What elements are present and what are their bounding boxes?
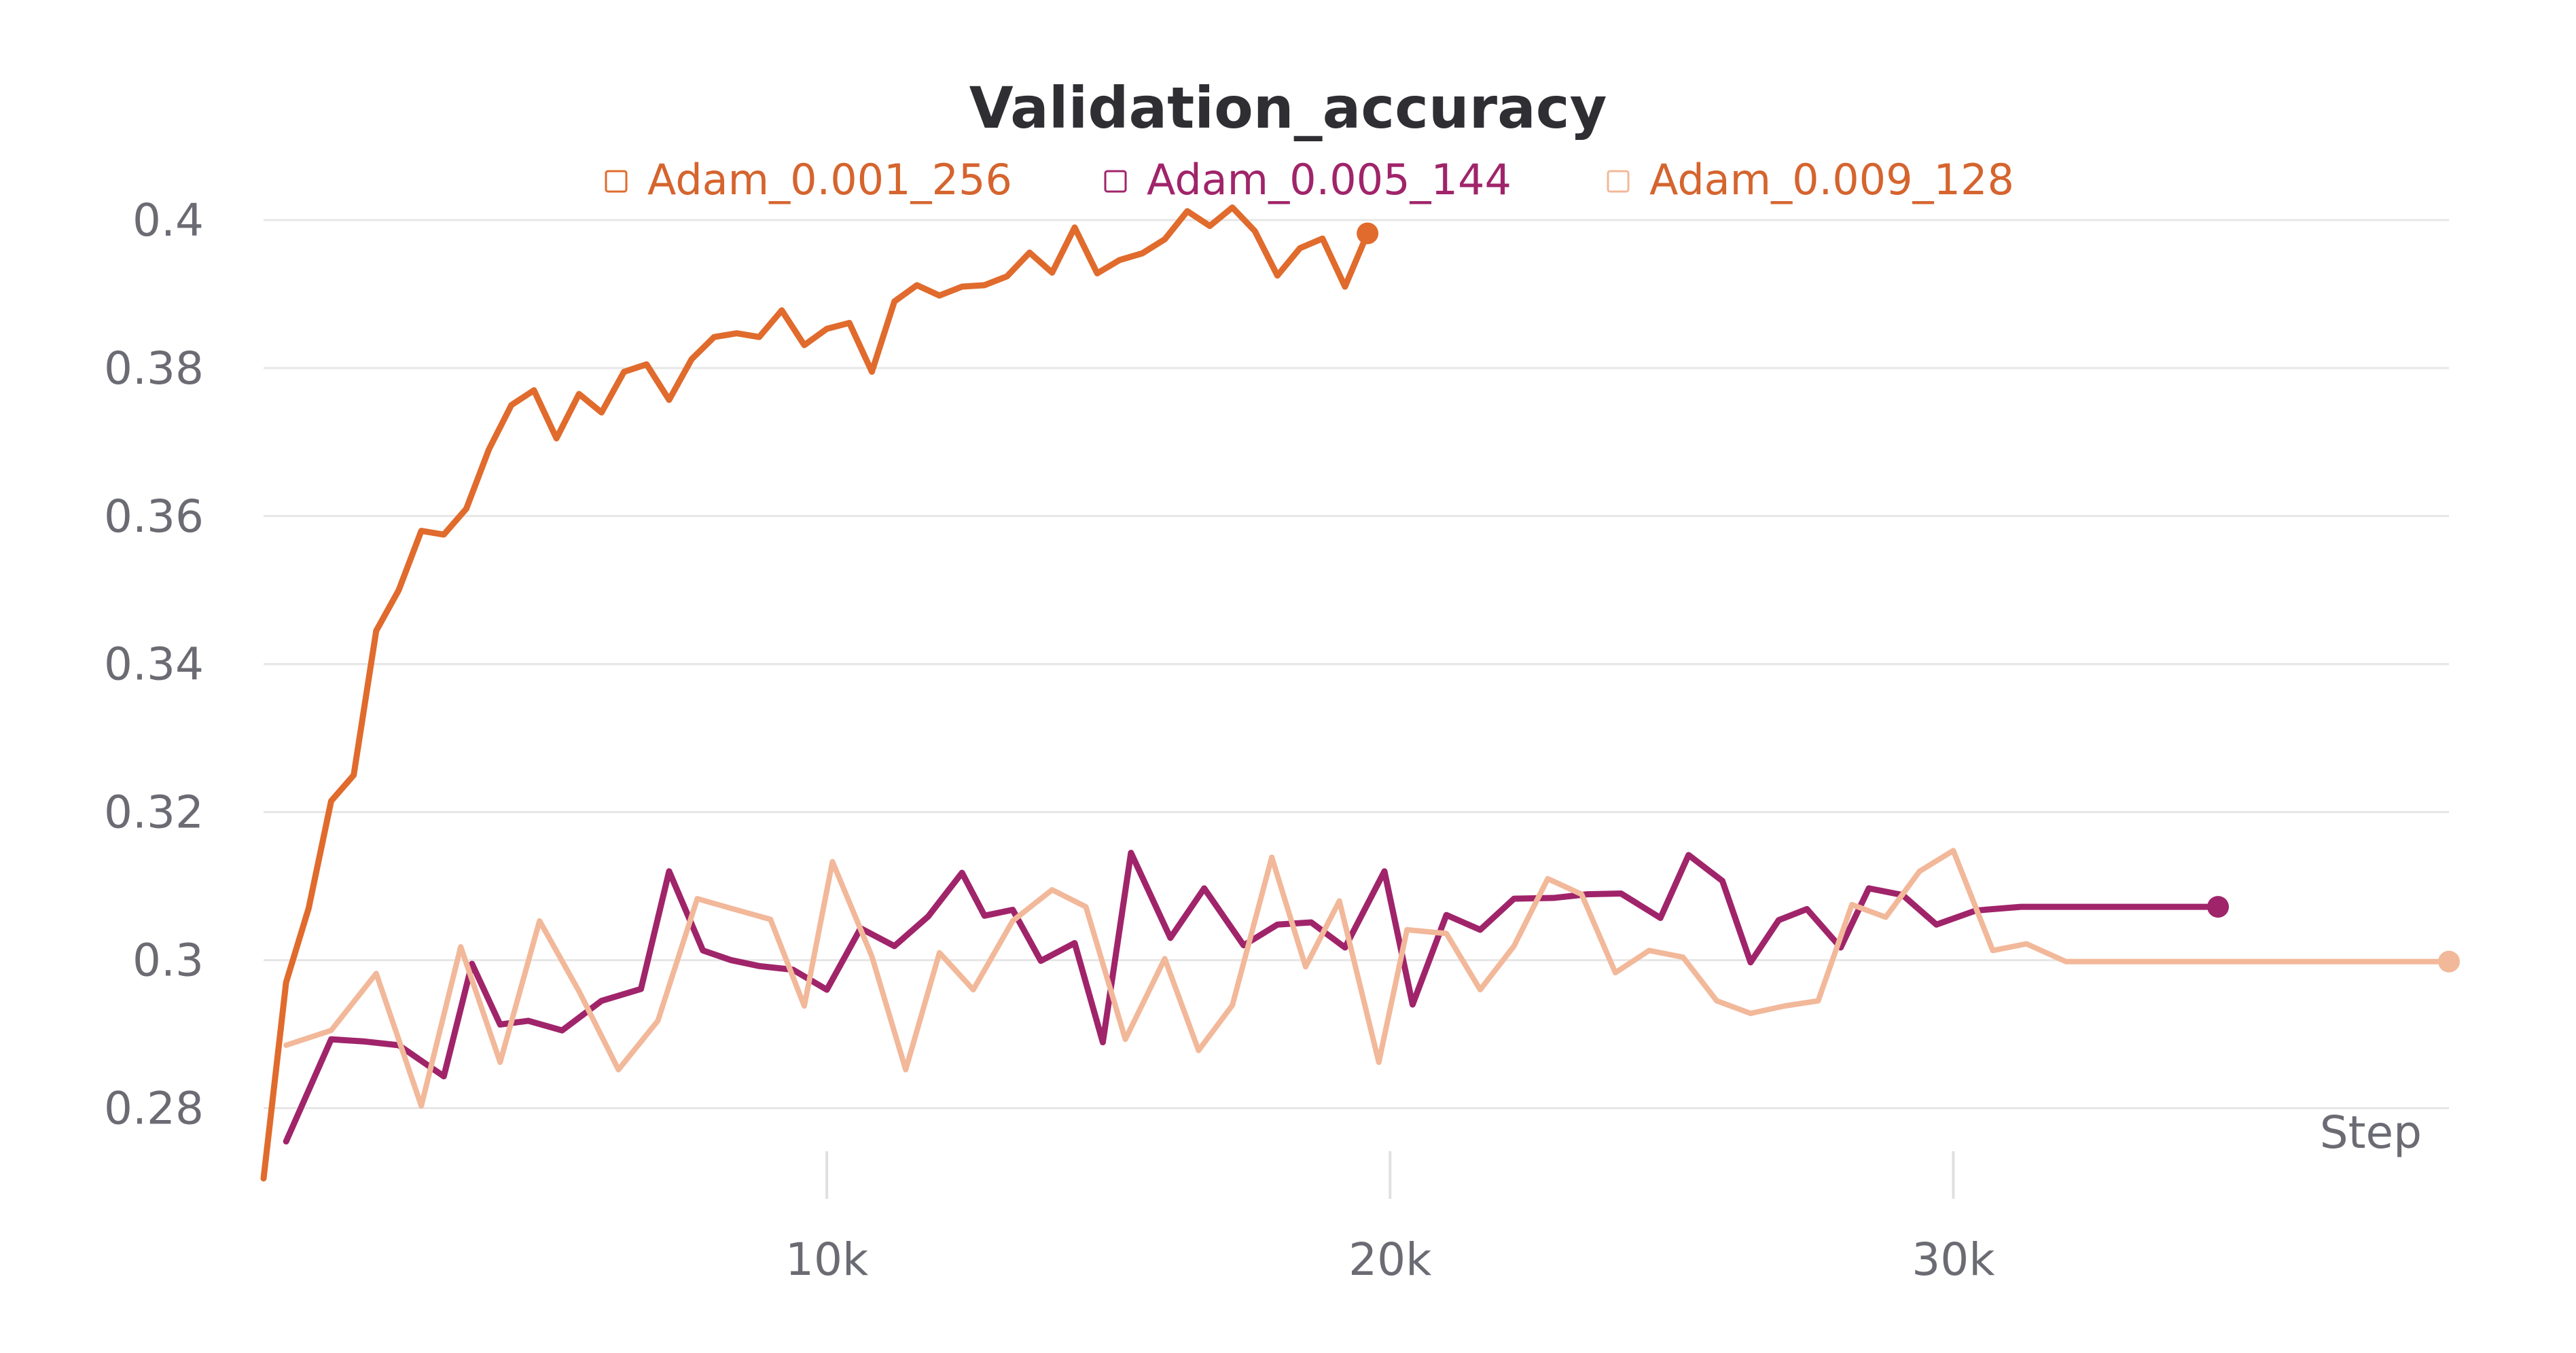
series-end-point-2 <box>2438 950 2460 973</box>
y-tick-label: 0.4 <box>132 194 204 247</box>
legend-item-0[interactable]: Adam_0.001_256 <box>605 155 1012 204</box>
legend-swatch <box>605 170 628 193</box>
series-line-2 <box>283 848 2452 1109</box>
series-line-1 <box>283 850 2221 1145</box>
series-layer <box>260 204 2460 1182</box>
x-tick-label: 10k <box>785 1233 869 1286</box>
y-tick-label: 0.34 <box>104 638 204 691</box>
legend-swatch <box>1104 170 1127 193</box>
y-axis-ticks: 0.28 0.3 0.32 0.34 0.36 0.38 0.4 <box>104 194 204 1135</box>
y-tick-label: 0.36 <box>104 490 204 543</box>
legend-swatch <box>1607 170 1630 193</box>
series-end-point-0 <box>1357 222 1379 245</box>
legend-label: Adam_0.001_256 <box>647 155 1012 204</box>
series-line-0 <box>260 204 1371 1182</box>
y-tick-label: 0.38 <box>104 342 204 395</box>
y-tick-label: 0.3 <box>132 935 204 987</box>
legend-label: Adam_0.005_144 <box>1147 155 1511 204</box>
legend: Adam_0.001_256 Adam_0.005_144 Adam_0.009_1… <box>605 155 2014 204</box>
x-tick-label: 30k <box>1912 1233 1995 1286</box>
x-axis-ticks: 10k 20k 30k <box>785 1151 1995 1286</box>
y-tick-label: 0.32 <box>104 787 204 839</box>
legend-item-2[interactable]: Adam_0.009_128 <box>1607 155 2014 204</box>
legend-item-1[interactable]: Adam_0.005_144 <box>1104 155 1511 204</box>
legend-label: Adam_0.009_128 <box>1649 155 2014 204</box>
x-axis-label: Step <box>2320 1106 2422 1159</box>
y-tick-label: 0.28 <box>104 1082 204 1134</box>
x-tick-label: 20k <box>1348 1233 1432 1286</box>
chart-title: Validation_accuracy <box>969 75 1607 141</box>
series-end-point-1 <box>2207 896 2230 918</box>
